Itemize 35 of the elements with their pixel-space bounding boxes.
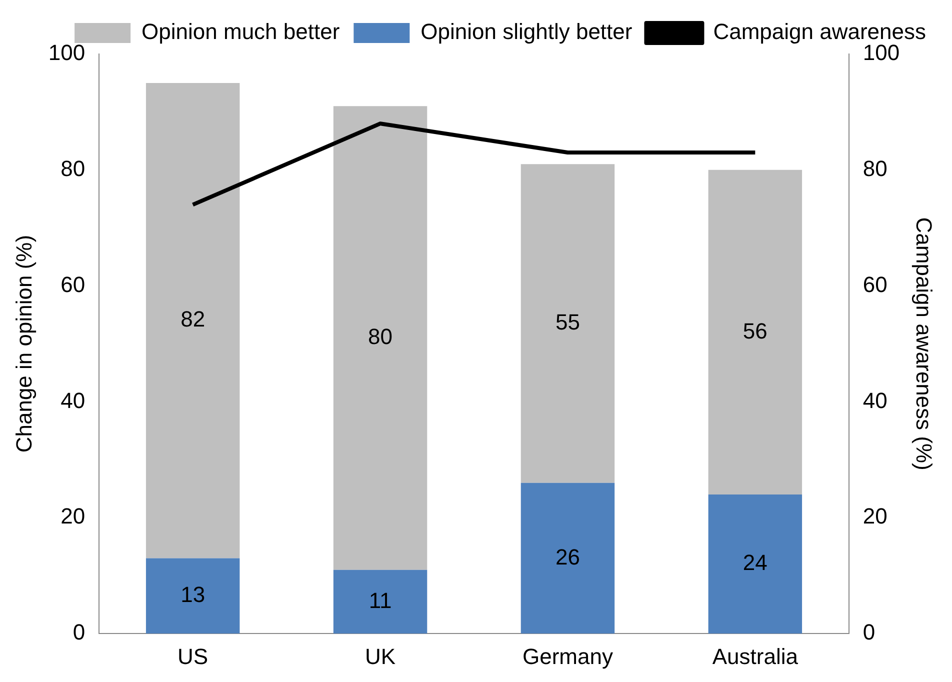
data-label: 80	[368, 324, 393, 350]
bar	[333, 106, 428, 570]
bar	[708, 494, 802, 634]
y-tick-label: 40	[60, 388, 86, 413]
bar	[146, 82, 240, 558]
bar	[708, 170, 802, 494]
bar	[333, 570, 428, 634]
y-axis-title: Change in opinion (%)	[11, 234, 36, 453]
y2-tick-label: 60	[862, 272, 888, 297]
data-label: 24	[742, 550, 768, 576]
bar	[146, 558, 240, 634]
y-tick-label: 0	[72, 620, 86, 645]
bar	[520, 164, 615, 483]
y-tick-label: 20	[60, 504, 86, 529]
data-label: 13	[180, 582, 206, 607]
y2-tick-label: 40	[862, 388, 888, 413]
y2-tick-label: 0	[862, 620, 876, 645]
x-tick-label: UK	[364, 644, 396, 669]
data-label: 82	[180, 306, 206, 332]
y-tick-label: 80	[60, 156, 86, 181]
y-tick-label: 60	[60, 272, 86, 297]
data-label: 11	[368, 588, 392, 613]
x-tick-label: Australia	[712, 644, 799, 669]
x-tick-label: US	[178, 644, 208, 669]
data-label: 56	[742, 318, 768, 344]
x-tick-label: Germany	[522, 644, 613, 669]
y-tick-label: 100	[48, 40, 86, 66]
legend-label: Opinion slightly better	[420, 19, 632, 44]
y2-axis-title: Campaign awareness (%)	[912, 217, 937, 470]
y2-tick-label: 20	[862, 504, 888, 529]
data-label: 55	[555, 310, 580, 335]
bar	[520, 482, 615, 634]
y2-tick-label: 80	[862, 156, 888, 181]
data-label: 26	[555, 544, 580, 570]
legend-label: Opinion much better	[142, 19, 340, 44]
